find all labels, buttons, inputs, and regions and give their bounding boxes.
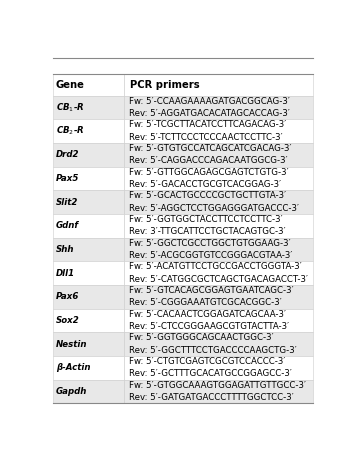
Text: Rev: 5′-CGGGAAATGTCGCACGGC-3′: Rev: 5′-CGGGAAATGTCGCACGGC-3′ <box>129 298 281 308</box>
Text: Rev: 5′-AGGATGACACATAGCACCAG-3′: Rev: 5′-AGGATGACACATAGCACCAG-3′ <box>129 109 290 118</box>
Text: Rev: 5′-AGGCTCCTGGAGGGATGACCC-3′: Rev: 5′-AGGCTCCTGGAGGGATGACCC-3′ <box>129 204 298 213</box>
Text: Rev: 5′-CATGGCGCTCAGCTGACAGACCT-3′: Rev: 5′-CATGGCGCTCAGCTGACAGACCT-3′ <box>129 275 308 284</box>
Bar <box>125 285 313 308</box>
Text: Gdnf: Gdnf <box>56 221 79 230</box>
Text: Fw: 5′-GGCTCGCCTGGCTGTGGAAG-3′: Fw: 5′-GGCTCGCCTGGCTGTGGAAG-3′ <box>129 239 290 248</box>
Bar <box>53 74 125 96</box>
Bar <box>53 190 125 214</box>
Text: Rev: 3′-TTGCATTCCTGCTACAGTGC-3′: Rev: 3′-TTGCATTCCTGCTACAGTGC-3′ <box>129 228 285 237</box>
Text: Fw: 5′-CTGTCGAGTCGCGTCCACCC-3′: Fw: 5′-CTGTCGAGTCGCGTCCACCC-3′ <box>129 357 285 366</box>
Text: Rev: 5′-GATGATGACCCTTTTGGCTCC-3′: Rev: 5′-GATGATGACCCTTTTGGCTCC-3′ <box>129 393 293 402</box>
Bar <box>53 308 125 332</box>
Text: PCR primers: PCR primers <box>130 80 200 90</box>
Text: Fw: 5′-ACATGTTCCTGCCGACCTGGGTA-3′: Fw: 5′-ACATGTTCCTGCCGACCTGGGTA-3′ <box>129 263 301 271</box>
Text: Fw: 5′-CACAACTCGGAGATCAGCAA-3′: Fw: 5′-CACAACTCGGAGATCAGCAA-3′ <box>129 310 286 319</box>
Bar <box>125 143 313 167</box>
Text: Fw: 5′-GCACTGCCCCGCTGCTTGTA-3′: Fw: 5′-GCACTGCCCCGCTGCTTGTA-3′ <box>129 192 286 200</box>
Bar <box>53 214 125 238</box>
Text: Fw: 5′-GTCACAGCGGAGTGAATCAGC-3′: Fw: 5′-GTCACAGCGGAGTGAATCAGC-3′ <box>129 286 293 295</box>
Text: Fw: 5′-GGTGGGCAGCAACTGGC-3′: Fw: 5′-GGTGGGCAGCAACTGGC-3′ <box>129 334 273 343</box>
Text: Pax5: Pax5 <box>56 174 79 183</box>
Text: Dll1: Dll1 <box>56 268 75 278</box>
Bar <box>53 332 125 356</box>
Text: Shh: Shh <box>56 245 74 254</box>
Text: β-Actin: β-Actin <box>56 363 90 372</box>
Text: Nestin: Nestin <box>56 339 87 349</box>
Bar <box>125 261 313 285</box>
Text: Rev: 5′-CTCCGGGAAGCGTGTACTTA-3′: Rev: 5′-CTCCGGGAAGCGTGTACTTA-3′ <box>129 322 289 331</box>
Text: Fw: 5′-TCGCTTACATCCTTCAGACAG-3′: Fw: 5′-TCGCTTACATCCTTCAGACAG-3′ <box>129 121 286 129</box>
Text: Sox2: Sox2 <box>56 316 80 325</box>
Text: Fw: 5′-GTGTGCCATCAGCATCGACAG-3′: Fw: 5′-GTGTGCCATCAGCATCGACAG-3′ <box>129 144 291 153</box>
Bar <box>125 96 313 119</box>
Text: Rev: 5′-TCTTCCCTCCCAACTCCTTC-3′: Rev: 5′-TCTTCCCTCCCAACTCCTTC-3′ <box>129 133 282 142</box>
Bar <box>53 96 125 119</box>
Text: Pax6: Pax6 <box>56 292 79 301</box>
Bar <box>53 143 125 167</box>
Bar <box>53 167 125 190</box>
Bar <box>53 285 125 308</box>
Text: Rev: 5′-GCTTTGCACATGCCGGAGCC-3′: Rev: 5′-GCTTTGCACATGCCGGAGCC-3′ <box>129 369 291 379</box>
Bar <box>125 356 313 379</box>
Text: Rev: 5′-ACGCGGTGTCCGGGACGTAA-3′: Rev: 5′-ACGCGGTGTCCGGGACGTAA-3′ <box>129 251 292 260</box>
Bar <box>125 119 313 143</box>
Text: Rev: 5′-GGCTTTCCTGACCCCAAGCTG-3′: Rev: 5′-GGCTTTCCTGACCCCAAGCTG-3′ <box>129 346 296 355</box>
Text: CB$_1$-R: CB$_1$-R <box>56 101 84 114</box>
Text: Slit2: Slit2 <box>56 197 78 207</box>
Text: Fw: 5′-GTGGCAAAGTGGAGATTGTTGCC-3′: Fw: 5′-GTGGCAAAGTGGAGATTGTTGCC-3′ <box>129 381 306 390</box>
Text: Drd2: Drd2 <box>56 150 79 159</box>
Text: Fw: 5′-GTTGGCAGAGCGAGTCTGTG-3′: Fw: 5′-GTTGGCAGAGCGAGTCTGTG-3′ <box>129 168 288 177</box>
Bar <box>125 379 313 403</box>
Bar <box>125 214 313 238</box>
Bar <box>125 190 313 214</box>
Text: Gapdh: Gapdh <box>56 387 87 396</box>
Text: Gene: Gene <box>56 80 85 90</box>
Bar <box>125 308 313 332</box>
Bar <box>125 238 313 261</box>
Text: Rev: 5′-CAGGACCCAGACAATGGCG-3′: Rev: 5′-CAGGACCCAGACAATGGCG-3′ <box>129 157 287 166</box>
Bar <box>53 119 125 143</box>
Bar <box>125 74 313 96</box>
Text: Rev: 5′-GACACCTGCGTCACGGAG-3′: Rev: 5′-GACACCTGCGTCACGGAG-3′ <box>129 180 281 189</box>
Bar <box>125 167 313 190</box>
Bar <box>53 356 125 379</box>
Bar <box>53 261 125 285</box>
Text: Fw: 5′-GGTGGCTACCTTCCTCCTTC-3′: Fw: 5′-GGTGGCTACCTTCCTCCTTC-3′ <box>129 215 282 224</box>
Bar <box>53 379 125 403</box>
Bar <box>125 332 313 356</box>
Text: CB$_2$-R: CB$_2$-R <box>56 125 84 137</box>
Bar <box>53 238 125 261</box>
Text: Fw: 5′-CCAAGAAAAGATGACGGCAG-3′: Fw: 5′-CCAAGAAAAGATGACGGCAG-3′ <box>129 97 290 106</box>
